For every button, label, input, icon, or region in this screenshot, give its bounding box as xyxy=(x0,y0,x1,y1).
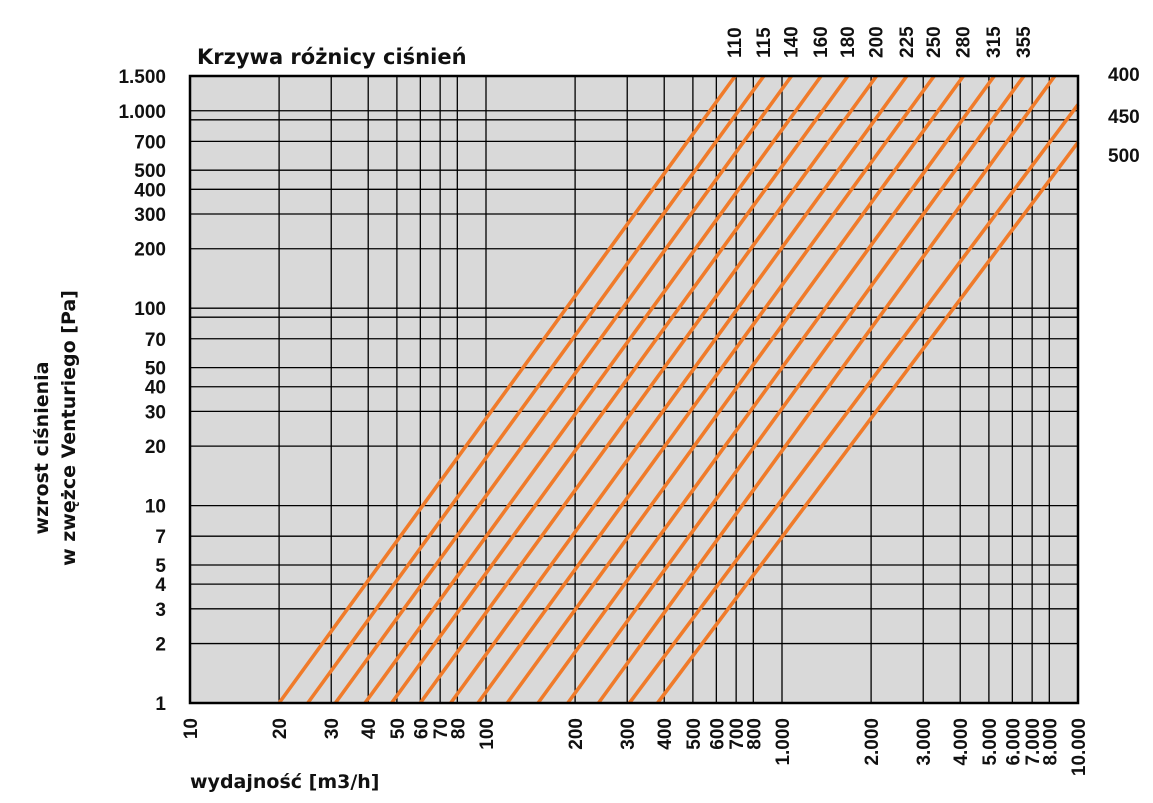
x-tick-label: 400 xyxy=(655,718,676,750)
x-tick-label: 10 xyxy=(181,718,202,739)
x-tick-label: 50 xyxy=(388,718,409,739)
series-label-top: 180 xyxy=(838,26,859,58)
x-tick-label: 20 xyxy=(270,718,291,739)
series-line-200 xyxy=(418,74,878,705)
series-label-right: 450 xyxy=(1108,107,1140,128)
series-line-355 xyxy=(566,74,1026,705)
x-tick-label: 100 xyxy=(477,718,498,750)
x-tick-label: 60 xyxy=(411,718,432,739)
series-line-250 xyxy=(476,74,936,705)
x-tick-label: 800 xyxy=(744,718,765,750)
series-label-right: 400 xyxy=(1108,65,1140,86)
series-label-top: 140 xyxy=(782,26,803,58)
series-line-450 xyxy=(627,103,1080,705)
series-line-400 xyxy=(597,74,1057,705)
x-tick-label: 2.000 xyxy=(862,718,883,766)
x-tick-label: 8.000 xyxy=(1040,718,1061,766)
series-line-110 xyxy=(277,74,737,705)
x-tick-label: 30 xyxy=(322,718,343,739)
x-tick-label: 3.000 xyxy=(914,718,935,766)
series-line-500 xyxy=(656,141,1080,705)
y-tick-label: 700 xyxy=(134,132,166,153)
y-tick-label: 10 xyxy=(145,497,166,518)
series-line-180 xyxy=(390,74,850,705)
series-labels-top: 110 115 140 160 180 200 225 250 280 315 355 xyxy=(725,26,1035,58)
y-tick-label: 200 xyxy=(134,240,166,261)
y-axis-label-line1: wzrost ciśnienia xyxy=(31,362,53,535)
series-label-top: 110 xyxy=(725,27,746,58)
x-tick-label: 7.000 xyxy=(1023,718,1044,766)
series-label-right: 500 xyxy=(1108,146,1140,167)
y-tick-label: 3 xyxy=(155,600,166,621)
x-tick-label: 6.000 xyxy=(1003,718,1024,766)
y-axis-label-line2: w zwężce Venturiego [Pa] xyxy=(58,290,80,566)
series-line-225 xyxy=(449,74,909,705)
y-tick-label: 30 xyxy=(145,402,166,423)
x-tick-label: 500 xyxy=(684,718,705,750)
x-tick-label: 80 xyxy=(448,718,469,739)
y-tick-label: 300 xyxy=(134,205,166,226)
x-axis-label: wydajność [m3/h] xyxy=(190,771,380,793)
series-line-280 xyxy=(505,74,965,705)
y-tick-label: 1 xyxy=(155,694,166,715)
y-tick-label: 1.000 xyxy=(118,102,166,123)
y-tick-label: 20 xyxy=(145,437,166,458)
y-tick-label: 50 xyxy=(145,359,166,380)
y-tick-label: 4 xyxy=(155,575,166,596)
chart-title: Krzywa różnicy ciśnień xyxy=(197,45,467,69)
x-tick-label: 5.000 xyxy=(980,718,1001,766)
y-tick-label: 100 xyxy=(134,299,166,320)
plot-area xyxy=(190,76,1078,703)
series-label-top: 115 xyxy=(754,27,775,58)
x-tick-label: 700 xyxy=(727,718,748,750)
y-tick-label: 5 xyxy=(155,556,166,577)
series-labels-right: 400 450 500 xyxy=(1108,65,1140,167)
x-tick-label: 300 xyxy=(618,718,639,750)
series-label-top: 160 xyxy=(811,26,832,58)
y-tick-label: 500 xyxy=(134,161,166,182)
y-tick-label: 2 xyxy=(155,635,166,656)
series-label-top: 280 xyxy=(953,26,974,58)
series-label-top: 315 xyxy=(984,26,1005,58)
series-line-315 xyxy=(536,74,996,705)
y-tick-label: 70 xyxy=(145,330,166,351)
x-tick-label: 200 xyxy=(566,718,587,750)
x-tick-label: 4.000 xyxy=(951,718,972,766)
x-tick-label: 1.000 xyxy=(773,718,794,766)
series-label-top: 225 xyxy=(897,26,918,58)
y-tick-label: 40 xyxy=(145,378,166,399)
series-line-140 xyxy=(333,74,793,705)
series-lines xyxy=(277,74,1080,705)
x-tick-label: 10.000 xyxy=(1069,718,1090,776)
y-tick-label: 400 xyxy=(134,180,166,201)
series-label-top: 200 xyxy=(867,26,888,58)
y-tick-label: 1.500 xyxy=(118,67,166,88)
x-tick-label: 70 xyxy=(431,718,452,739)
series-label-top: 250 xyxy=(924,26,945,58)
x-tick-label: 600 xyxy=(707,718,728,750)
y-tick-label: 7 xyxy=(155,527,166,548)
plot-border xyxy=(188,74,1080,705)
x-tick-label: 40 xyxy=(359,718,380,739)
series-line-160 xyxy=(363,74,823,705)
series-line-115 xyxy=(306,74,766,705)
series-label-top: 355 xyxy=(1014,26,1035,58)
